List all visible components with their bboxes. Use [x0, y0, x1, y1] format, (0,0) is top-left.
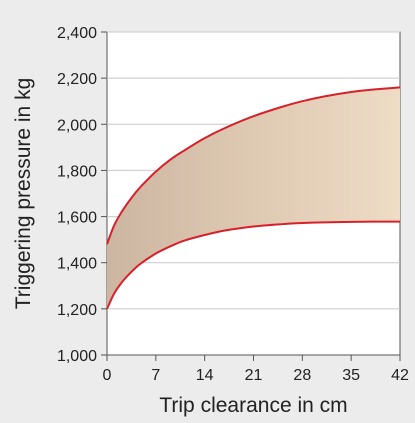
y-tick-label: 2,200: [57, 71, 97, 88]
y-tick-label: 1,400: [57, 256, 97, 273]
x-tick-label: 42: [391, 367, 409, 384]
x-tick-label: 35: [342, 367, 360, 384]
x-tick-label: 0: [103, 367, 112, 384]
lower-curve: [106, 220, 400, 310]
y-axis-label: Triggering pressure in kg: [12, 78, 35, 310]
x-tick-label: 7: [151, 367, 160, 384]
x-tick-label: 28: [293, 367, 311, 384]
y-axis-ticks: 1,000 1,200 1,400 1,600 1,800 2,000 2,200 2,400: [57, 25, 107, 365]
y-tick-label: 1,600: [57, 210, 97, 227]
y-tick-label: 2,400: [57, 25, 97, 42]
x-tick-label: 14: [196, 367, 214, 384]
y-tick-label: 1,200: [57, 302, 97, 319]
y-tick-label: 1,800: [57, 163, 97, 180]
x-tick-label: 21: [245, 367, 263, 384]
pressure-range-band: [107, 87, 400, 309]
y-tick-label: 2,000: [57, 117, 97, 134]
x-axis-ticks: 0 7 14 21 28 35 42: [103, 355, 409, 384]
upper-curve: [106, 86, 401, 245]
x-axis-label: Trip clearance in cm: [159, 394, 347, 417]
y-tick-label: 1,000: [57, 348, 97, 365]
